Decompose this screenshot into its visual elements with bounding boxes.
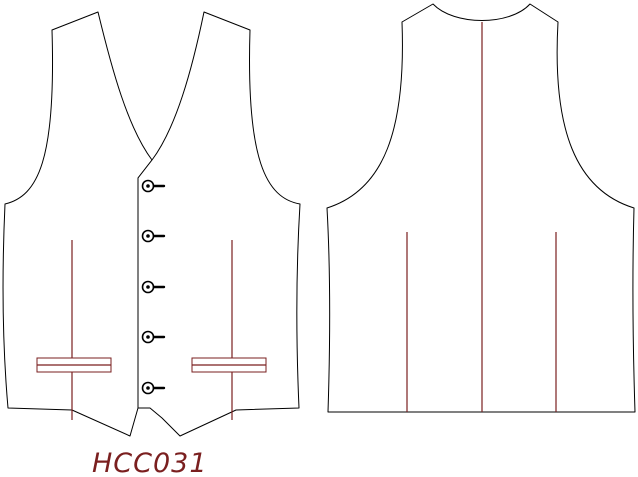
vest-front-view [2, 11, 301, 437]
button [141, 179, 166, 193]
vest-back-view [326, 3, 636, 413]
welt-pocket-right [191, 357, 267, 373]
style-code-label: HCC031 [92, 448, 208, 477]
button [141, 381, 166, 395]
front-left-panel [2, 11, 153, 437]
button [141, 280, 166, 294]
front-right-panel [137, 11, 301, 437]
button [141, 330, 166, 344]
button [141, 229, 166, 243]
welt-pocket-left [36, 357, 112, 373]
back-panel [326, 3, 636, 413]
